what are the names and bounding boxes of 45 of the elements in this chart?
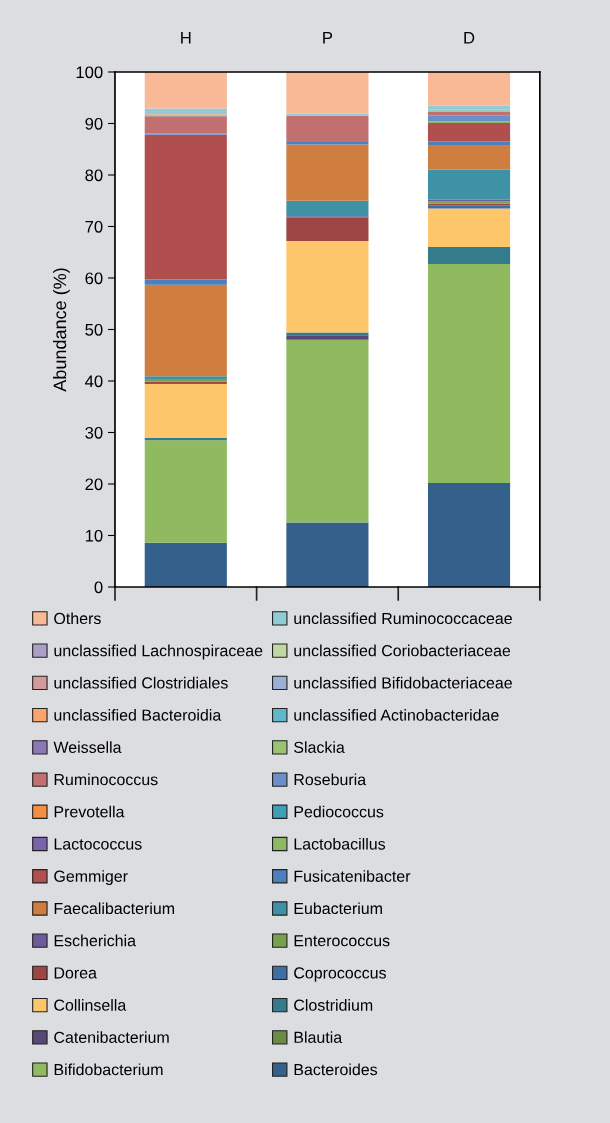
legend-label: unclassified Ruminococcaceae — [294, 612, 512, 625]
legend-label: Bifidobacterium — [54, 1063, 163, 1076]
legend-label: Slackia — [294, 741, 345, 753]
legend-label: Gemmiger — [54, 870, 128, 886]
legend-label: unclassified Lachnospiraceae — [54, 644, 263, 660]
legend-label: Others — [54, 612, 101, 625]
y-tick-label: 70 — [85, 220, 103, 233]
x-tick-label: H — [181, 32, 191, 44]
legend-label: Clostridium — [294, 999, 373, 1011]
y-tick-label: 20 — [85, 478, 103, 491]
legend-label: Coprococcus — [294, 967, 386, 982]
y-tick-label: 40 — [85, 375, 103, 388]
legend-label: unclassified Coriobacteriaceae — [294, 644, 511, 657]
x-tick-label: P — [323, 32, 333, 44]
legend-label: Pediococcus — [294, 805, 384, 818]
legend-label: Lactococcus — [54, 838, 142, 850]
legend-label: unclassified Actinobacteridae — [294, 709, 499, 721]
legend-label: Fusicatenibacter — [294, 870, 411, 882]
y-tick-label: 0 — [94, 581, 103, 594]
legend-label: unclassified Bifidobacteriaceae — [294, 676, 512, 689]
legend-label: Dorea — [54, 967, 97, 979]
legend-label: Prevotella — [54, 805, 125, 818]
y-tick-label: 90 — [85, 117, 103, 130]
legend-label: Enterococcus — [294, 935, 390, 947]
x-tick-label: D — [464, 32, 475, 44]
legend-label: Catenibacterium — [54, 1031, 169, 1044]
legend-label: Blautia — [294, 1031, 343, 1044]
legend-label: Ruminococcus — [54, 773, 158, 786]
y-tick-label: 100 — [76, 66, 103, 79]
legend-label: Eubacterium — [294, 902, 382, 915]
legend-label: Lactobacillus — [294, 837, 386, 850]
legend-label: Faecalibacterium — [54, 902, 174, 915]
legend-label: Roseburia — [294, 773, 367, 786]
y-tick-label: 80 — [85, 169, 103, 182]
legend-label: Escherichia — [54, 934, 136, 947]
y-tick-label: 10 — [85, 529, 103, 542]
legend-label: Weissella — [53, 741, 122, 753]
legend-label: unclassified Bacteroidia — [54, 709, 222, 721]
legend-label: Bacteroides — [294, 1063, 378, 1076]
y-tick-label: 30 — [85, 426, 103, 439]
y-tick-label: 50 — [85, 323, 103, 336]
legend-label: unclassified Clostridiales — [54, 676, 228, 689]
y-axis-title: Abundance (%) — [52, 268, 70, 392]
legend-label: Collinsella — [54, 999, 127, 1011]
y-tick-label: 60 — [85, 272, 103, 285]
